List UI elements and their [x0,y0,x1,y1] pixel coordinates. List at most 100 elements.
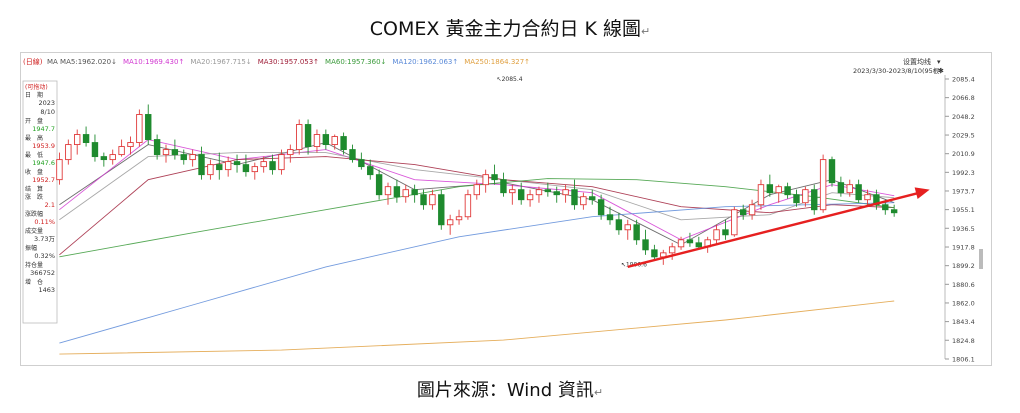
candle-body [100,156,108,161]
candle-body [73,134,81,146]
candle-body [278,154,285,171]
candle-body [802,189,809,204]
candle-body [811,189,818,211]
candle-body [56,159,63,181]
y-tick-label-12: 1862.0 [952,299,975,307]
paragraph-mark: ↵ [593,386,604,399]
candle-body [713,229,720,241]
candle-body [855,184,862,201]
candle-body [367,166,374,176]
paragraph-mark: ↵ [641,25,651,38]
candle-body [216,164,223,171]
candle-body [198,154,205,176]
y-tick-label-4: 2010.9 [952,150,975,158]
ma-line-ma250 [59,300,895,355]
candle-body [535,189,543,196]
info-label-4: 最 高 [25,134,43,142]
candle-body [189,154,196,161]
candle-body [429,194,436,206]
y-tick-label-14: 1824.8 [952,337,975,345]
candle-body [349,149,356,161]
candle-body [438,194,445,226]
candle-body [615,219,623,231]
candle-body [571,189,578,206]
ma-legend-3: MA30:1957.053↑ [258,58,319,66]
y-tick-label-0: 2085.4 [952,76,975,84]
info-value-1: 2023 [38,99,55,107]
candle-body [411,189,418,196]
candle-body [837,182,845,194]
candle-body [295,124,303,151]
candle-body [731,209,738,236]
candle-body [544,189,552,193]
candle-body [757,184,765,206]
candle-body [739,209,747,216]
info-panel [22,80,58,324]
scrollbar-handle [979,249,983,269]
candle-body [562,189,569,196]
info-label-13: 增 仓 [25,278,43,286]
image-caption: 圖片來源：Wind 資訊↵ [416,380,604,401]
y-tick-label-13: 1843.4 [952,318,975,326]
trend-arrow-line [627,191,922,269]
candle-body [784,186,791,196]
info-label-6: 收 盘 [25,168,43,176]
candle-body [686,239,694,244]
candle-body [340,136,347,151]
candle-body [171,149,179,156]
candle-body [207,164,214,176]
candle-body [313,134,321,148]
kline-chart-svg[interactable]: (日線) MA MA5:1962.020↓ MA10:1969.430↑ MA20:1… [21,53,991,365]
ma-line-ma120 [59,202,895,344]
candle-body [109,154,116,161]
candle-body [322,134,330,146]
candle-body [269,161,276,171]
candle-body [491,174,498,181]
info-value-8: 2.1 [45,201,55,209]
candle-body [304,124,312,148]
candle-body [393,186,401,198]
info-label-3: 开 盘 [25,117,43,125]
y-tick-label-15: 1806.1 [952,356,975,364]
y-tick-label-2: 2048.2 [952,113,975,121]
candle-body [375,174,383,196]
annotation-0: ↖2085.4 [497,76,523,83]
candle-body [153,139,161,156]
ma-legend-4: MA60:1957.360↓ [325,58,386,66]
candle-body [509,189,516,194]
candle-body [118,146,125,156]
candle-body [260,161,267,168]
candle-body [793,194,800,204]
info-value-11: 0.32% [34,252,55,260]
settings-link: 设置均线 [903,57,931,66]
info-value-3: 1947.7 [32,125,55,133]
candle-body [384,186,392,196]
header-period: (日線) [23,57,43,66]
candle-body [624,224,631,231]
candle-body [890,209,898,214]
candle-body [526,194,534,201]
candle-body [287,149,294,156]
info-label-12: 持仓量 [25,261,43,269]
candle-body [775,186,782,194]
candle-body [882,204,889,211]
info-label-0: (可拖动) [25,83,48,91]
y-tick-label-10: 1899.2 [952,262,975,270]
info-value-10: 3.73万 [34,235,55,243]
info-label-10: 成交量 [25,227,43,235]
ma-legend-1: MA10:1969.430↑ [123,58,184,66]
candle-body [500,179,507,194]
candle-body [331,136,338,146]
candle-body [420,194,427,206]
candle-body [668,246,676,254]
candle-body [828,159,836,184]
candle-body [766,184,774,194]
info-value-2: 8/10 [40,108,55,116]
kline-chart[interactable]: (日線) MA MA5:1962.020↓ MA10:1969.430↑ MA20:1… [20,52,992,366]
candle-body [819,159,827,211]
candle-body [402,189,409,198]
y-tick-label-8: 1936.5 [952,225,975,233]
candle-body [580,196,587,206]
pin-icon: ✱ [938,67,944,75]
info-value-6: 1952.7 [32,176,55,184]
